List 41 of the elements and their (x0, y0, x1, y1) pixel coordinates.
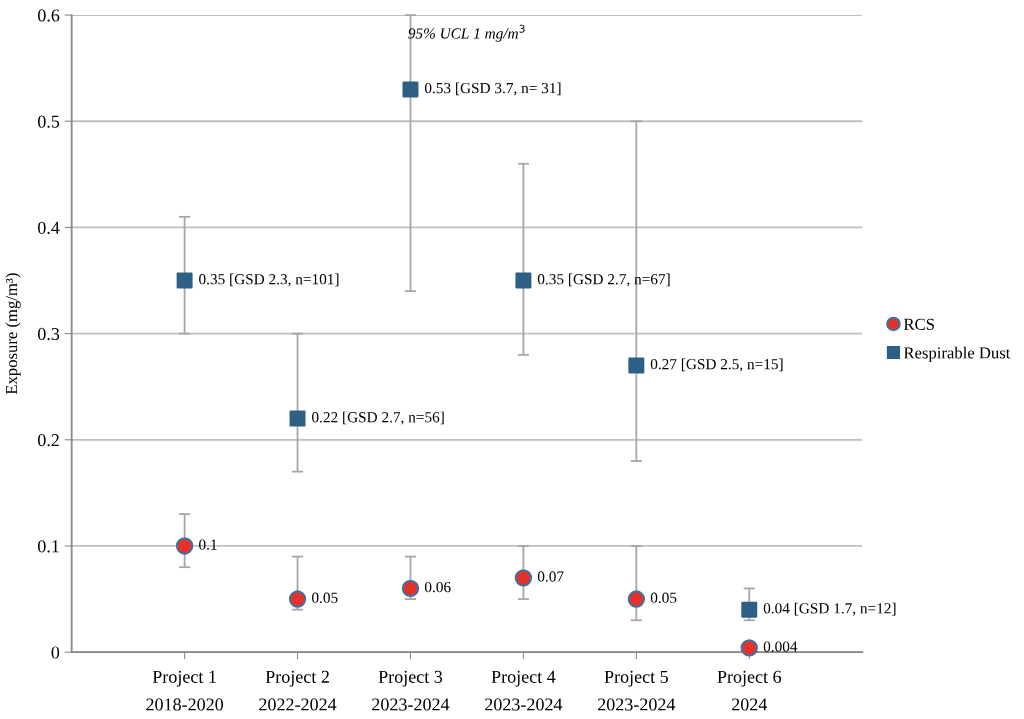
data-label: 0.27 [GSD 2.5, n=15] (650, 358, 783, 372)
point (175, 537, 194, 555)
point (401, 579, 420, 598)
point (514, 569, 533, 587)
point (627, 590, 646, 608)
legend-label: RCS (903, 318, 934, 330)
y-tick-label: 0.5 (37, 115, 60, 128)
data-label: 0.22 [GSD 2.7, n=56] (312, 411, 444, 425)
data-label: 0.004 (763, 641, 798, 652)
y-tick-label: 0.6 (37, 9, 60, 22)
data-label: 0.53 [GSD 3.7, n= 31] (424, 82, 561, 96)
x-tick-label: Project 4 2023-2024 (485, 670, 563, 711)
x-tick-label: Project 3 2023-2024 (372, 670, 450, 711)
data-label: 0.35 [GSD 2.7, n=67] (537, 273, 670, 287)
data-label: 0.04 [GSD 1.7, n=12] (763, 602, 896, 616)
point (289, 410, 306, 427)
data-label: 0.05 (650, 592, 677, 603)
point (402, 81, 419, 98)
x-tick-label: Project 6 2024 (717, 670, 782, 711)
point (628, 357, 645, 374)
data-label: 0.35 [GSD 2.3, n=101] (199, 273, 339, 287)
data-label: 0.06 (424, 581, 451, 593)
x-tick-label: Project 5 2023-2024 (598, 670, 676, 711)
data-label: 0.05 (312, 592, 338, 603)
y-tick-label: 0 (51, 646, 60, 659)
legend-label: Respirable Dust (903, 346, 1011, 362)
point (740, 639, 758, 657)
annotation: 95% UCL 1 mg/m$^{3}$ (408, 24, 525, 42)
y-tick-label: 0.4 (37, 221, 60, 234)
point (741, 601, 758, 618)
x-tick-label: Project 2 2022-2024 (259, 670, 337, 711)
y-tick-label: 0.2 (37, 434, 59, 447)
y-tick-label: 0.1 (37, 540, 59, 553)
y-axis-title: Exposure (mg/m³) (5, 273, 21, 395)
y-tick-label: 0.3 (37, 327, 60, 341)
point (176, 272, 193, 289)
point (288, 590, 307, 608)
point (515, 272, 532, 289)
data-label: 0.1 (199, 539, 217, 550)
data-label: 0.07 (537, 571, 564, 582)
x-tick-label: Project 1 2018-2020 (146, 670, 224, 711)
